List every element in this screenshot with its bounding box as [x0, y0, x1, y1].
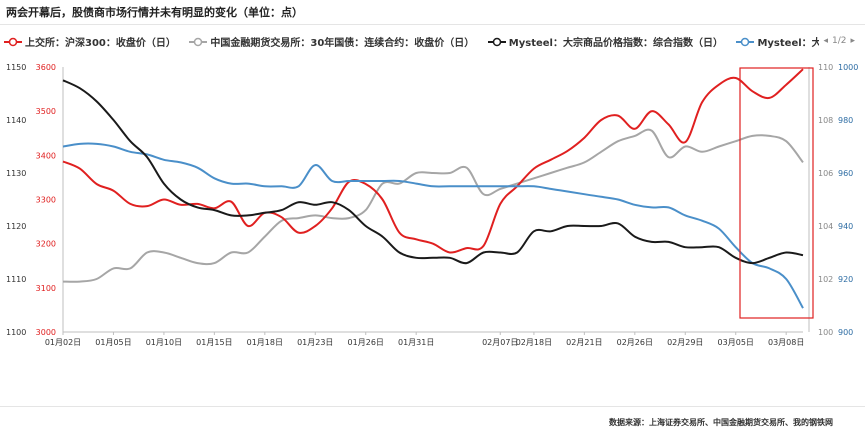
legend-item-csi300[interactable]: 上交所：沪深300：收盘价（日） — [4, 34, 176, 49]
legend-pager: ◂ 1/2 ▸ — [821, 36, 857, 46]
y-axis-left-inner: 3000 3100 3200 3300 3400 3500 3600 — [36, 63, 56, 337]
x-tick-label: 01月18日 — [247, 338, 283, 347]
y-left-inner-tick: 3500 — [36, 107, 56, 116]
y-left-inner-tick: 3200 — [36, 240, 56, 249]
y-right-inner-tick: 106 — [818, 169, 833, 178]
y-left-outer-tick: 1120 — [6, 222, 26, 231]
y-left-inner-tick: 3000 — [36, 328, 56, 337]
x-tick-label: 02月07日 — [482, 338, 518, 347]
title-divider — [0, 24, 865, 25]
series-lines — [62, 68, 804, 309]
legend-marker-icon — [736, 37, 755, 46]
x-axis: 01月02日 01月05日 01月10日 01月15日 01月18日 01月23日 01月2… — [45, 67, 810, 347]
x-tick-label: 01月05日 — [95, 338, 131, 347]
y-right-inner-tick: 100 — [818, 328, 833, 337]
x-tick-label: 02月29日 — [667, 338, 703, 347]
y-right-tick: 900 — [838, 328, 853, 337]
pager-next-icon[interactable]: ▸ — [850, 36, 855, 46]
series-line-0 — [62, 68, 804, 254]
chart-title: 两会开幕后，股债商市场行情并未有明显的变化（单位：点） — [6, 6, 303, 19]
series-line-3 — [62, 142, 804, 309]
y-left-outer-tick: 1110 — [6, 275, 26, 284]
legend-marker-icon — [4, 37, 22, 46]
x-tick-label: 01月31日 — [398, 338, 434, 347]
y-left-inner-tick: 3600 — [36, 63, 56, 72]
data-source: 数据来源：上海证券交易所、中国金融期货交易所、我的钢铁网 — [609, 418, 833, 427]
x-tick-label: 02月21日 — [566, 338, 602, 347]
x-tick-label: 02月18日 — [516, 338, 552, 347]
legend-item-bond30y[interactable]: 中国金融期货交易所：30年国债：连续合约：收盘价（日） — [189, 34, 474, 49]
legend-marker-icon — [487, 37, 506, 46]
y-axis-right: 900 920 940 960 980 1000 100 102 104 106 108 110 — [818, 63, 858, 337]
y-right-inner-tick: 104 — [818, 222, 833, 231]
series-line-1 — [62, 128, 804, 283]
legend-item-mysteel-composite[interactable]: Mysteel：大宗商品价格指数：综合指数（日） — [487, 34, 723, 49]
y-left-outer-tick: 1130 — [6, 169, 26, 178]
y-left-outer-tick: 1100 — [6, 328, 26, 337]
y-right-tick: 980 — [838, 116, 853, 125]
y-right-tick: 940 — [838, 222, 853, 231]
x-tick-label: 02月26日 — [617, 338, 653, 347]
y-left-outer-tick: 1140 — [6, 116, 26, 125]
x-tick-label: 01月23日 — [297, 338, 333, 347]
y-left-inner-tick: 3300 — [36, 196, 56, 205]
chart-legend: 上交所：沪深300：收盘价（日） 中国金融期货交易所：30年国债：连续合约：收盘… — [4, 34, 819, 50]
pager-label: 1/2 — [831, 36, 847, 46]
legend-label: Mysteel：大宗商品价格指数：综合指数（日） — [508, 38, 723, 49]
x-tick-label: 03月05日 — [718, 338, 754, 347]
legend-label: 上交所：沪深300：收盘价（日） — [25, 38, 176, 49]
x-tick-label: 01月15日 — [196, 338, 232, 347]
y-right-inner-tick: 102 — [818, 275, 833, 284]
x-tick-label: 01月26日 — [348, 338, 384, 347]
y-right-inner-tick: 108 — [818, 116, 833, 125]
footer-divider — [0, 406, 865, 407]
legend-label: Mysteel：大宗商品价格指数：能源指数（日） — [757, 38, 819, 49]
x-tick-label: 01月10日 — [146, 338, 182, 347]
legend-marker-icon — [189, 37, 208, 46]
y-right-inner-tick: 110 — [818, 63, 833, 72]
x-tick-label: 01月02日 — [45, 338, 81, 347]
x-tick-label: 03月08日 — [768, 338, 804, 347]
y-left-inner-tick: 3100 — [36, 284, 56, 293]
series-line-2 — [62, 79, 804, 265]
legend-item-mysteel-energy[interactable]: Mysteel：大宗商品价格指数：能源指数（日） — [736, 34, 819, 49]
y-left-outer-tick: 1150 — [6, 63, 26, 72]
y-axis-left-outer: 1100 1110 1120 1130 1140 1150 — [6, 63, 26, 337]
pager-prev-icon[interactable]: ◂ — [823, 36, 828, 46]
highlight-box — [739, 67, 814, 319]
legend-label: 中国金融期货交易所：30年国债：连续合约：收盘价（日） — [210, 38, 475, 49]
y-right-tick: 920 — [838, 275, 853, 284]
y-right-tick: 1000 — [838, 63, 858, 72]
y-left-inner-tick: 3400 — [36, 151, 56, 160]
y-right-tick: 960 — [838, 169, 853, 178]
